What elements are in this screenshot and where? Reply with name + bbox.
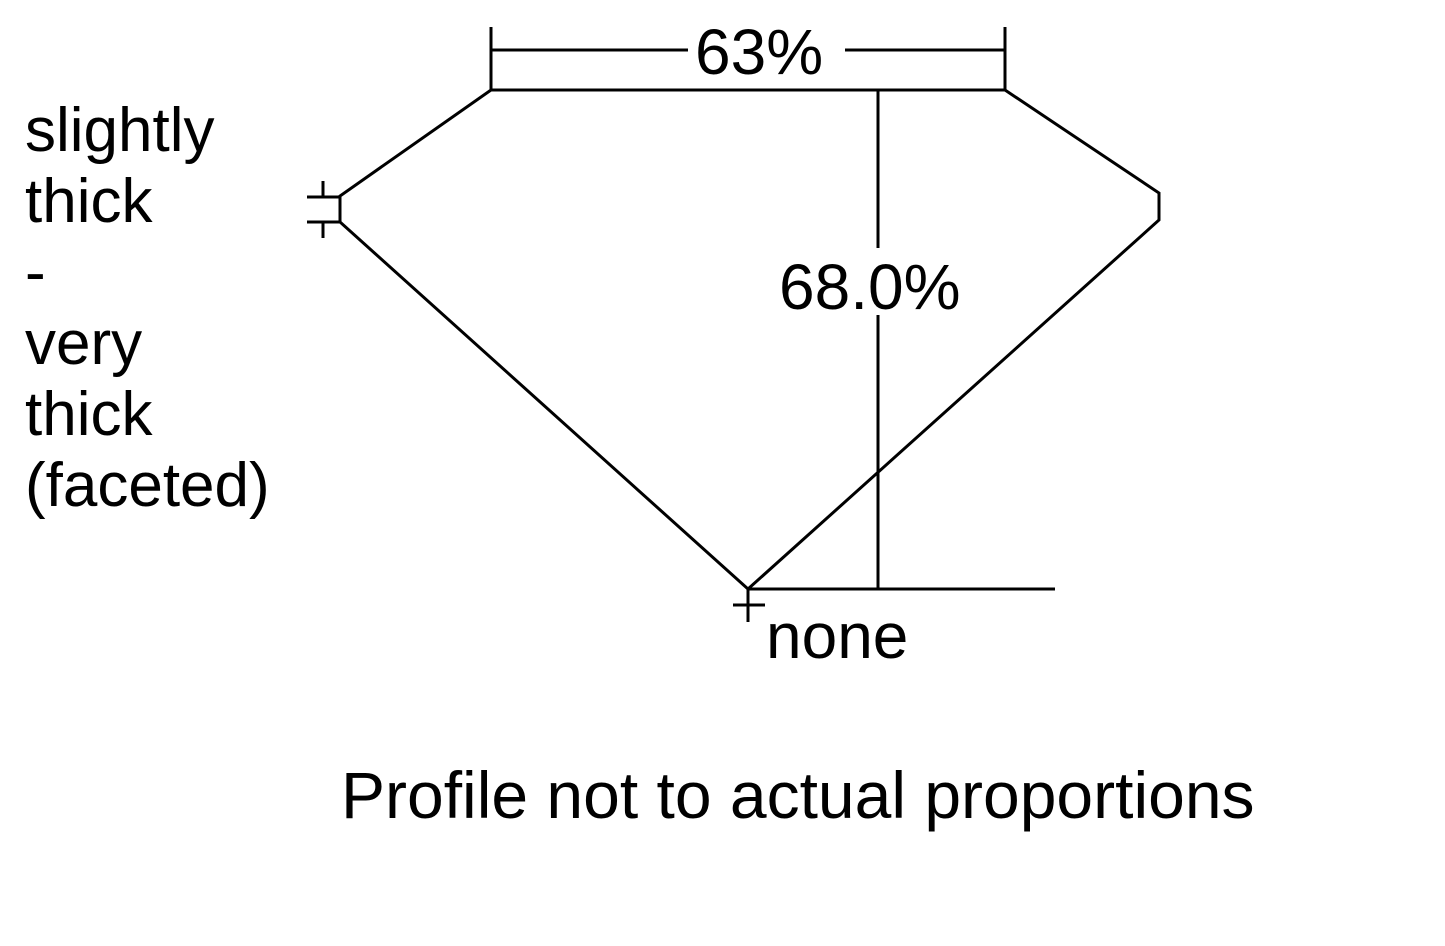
girdle-label-line: slightly xyxy=(25,96,215,165)
table-percent-label: 63% xyxy=(695,16,824,88)
girdle-label-line: thick xyxy=(25,380,153,449)
girdle-label-line: very xyxy=(25,309,143,378)
depth-percent-label: 68.0% xyxy=(779,251,961,323)
girdle-label-line: - xyxy=(25,238,46,307)
table-dimension xyxy=(489,27,1007,90)
gem-outline xyxy=(338,88,1161,592)
culet-marker xyxy=(733,589,765,622)
girdle-label-line: (faceted) xyxy=(25,451,270,520)
culet-label: none xyxy=(766,600,909,672)
girdle-label-line: thick xyxy=(25,167,153,236)
caption: Profile not to actual proportions xyxy=(341,758,1255,832)
girdle-label: slightly thick - very thick (faceted) xyxy=(25,95,270,521)
girdle-markers xyxy=(307,181,340,238)
depth-dimension xyxy=(748,90,1055,591)
